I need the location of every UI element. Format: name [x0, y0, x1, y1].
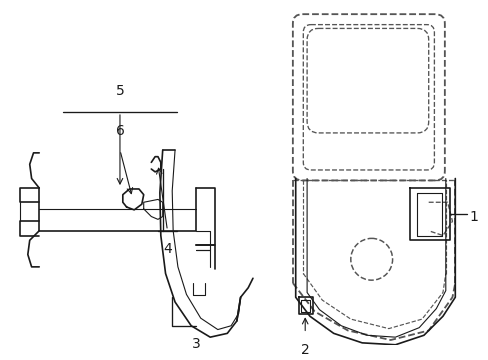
Text: 1: 1 — [468, 211, 477, 225]
Text: 5: 5 — [115, 84, 124, 98]
Text: 2: 2 — [300, 343, 309, 357]
Text: 4: 4 — [163, 242, 171, 256]
Text: 6: 6 — [115, 124, 124, 138]
Text: 3: 3 — [191, 337, 200, 351]
